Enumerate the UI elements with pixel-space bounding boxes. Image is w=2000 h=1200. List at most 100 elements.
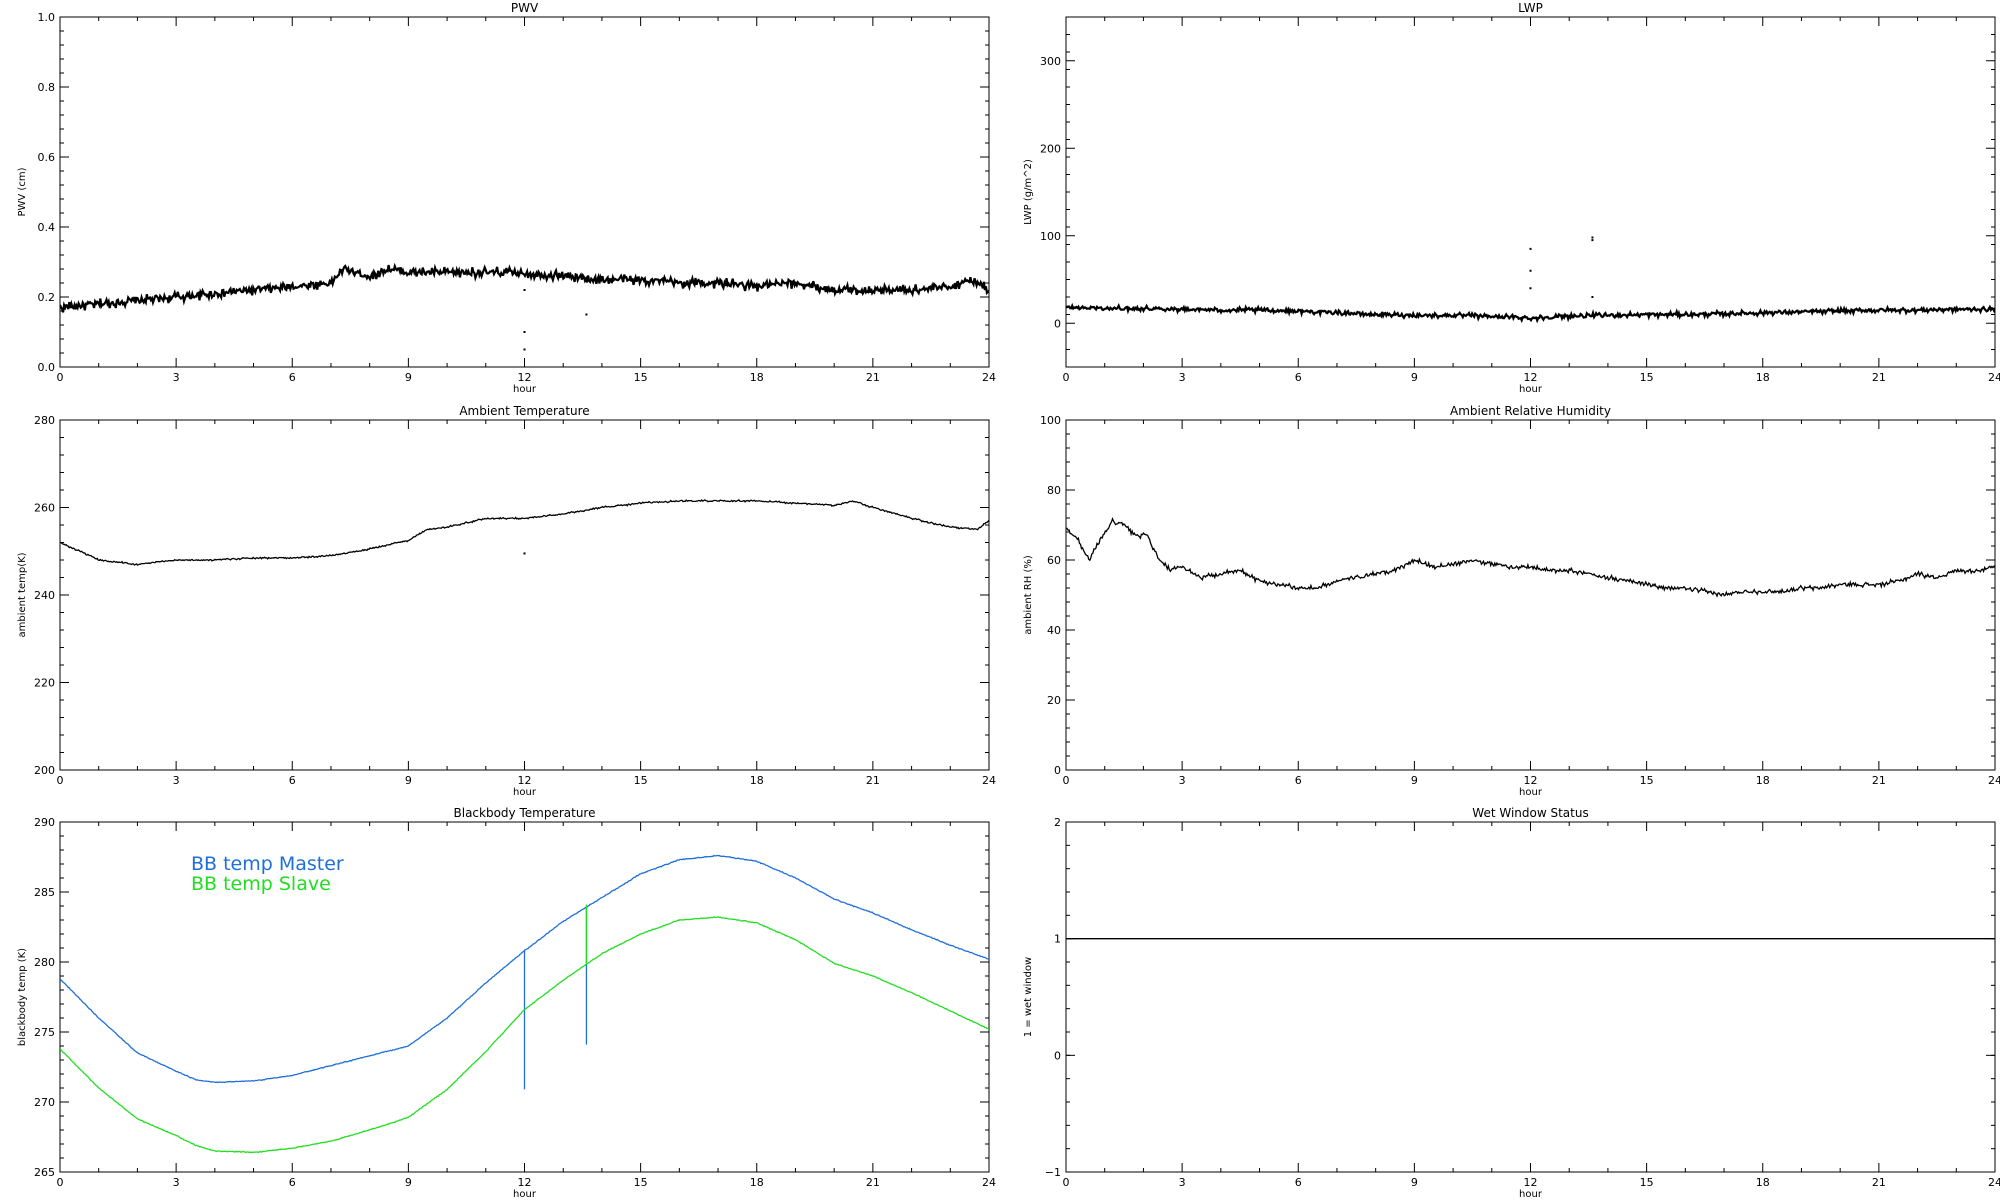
outlier-point [523, 552, 526, 555]
plot-area [60, 854, 989, 1154]
chart-panel-1: PWV 0 3 6 9 12 15 18 21 24 hour 0.0 0.2 0.4 0.6 0.8 1.0 P… [17, 1, 996, 395]
x-tick-label: 9 [1411, 1176, 1418, 1189]
chart-panel-5: Blackbody Temperature 0 3 6 9 12 15 18 21 24 hour 2… [17, 806, 996, 1200]
series-line-1 [60, 854, 989, 1084]
x-tick-label: 18 [1756, 774, 1770, 787]
plot-frame [59, 16, 990, 368]
chart-panel-3: Ambient Temperature 0 3 6 9 12 15 18 21 24 hour 200… [17, 404, 996, 798]
outlier-point [1529, 269, 1532, 272]
y-axis-label: LWP (g/m^2) [1023, 159, 1034, 225]
x-tick-label: 21 [866, 371, 880, 384]
x-tick-label: 15 [634, 1176, 648, 1189]
x-tick-label: 3 [173, 1176, 180, 1189]
x-axis-label: hour [1519, 1189, 1543, 1200]
x-tick-label: 24 [982, 1176, 996, 1189]
x-tick-label: 6 [1295, 1176, 1302, 1189]
x-tick-label: 21 [1872, 1176, 1886, 1189]
x-tick-label: 12 [1524, 371, 1538, 384]
x-tick-label: 12 [1524, 774, 1538, 787]
outlier-point [523, 331, 526, 333]
y-tick-label: 270 [34, 1096, 55, 1109]
x-tick-label: 18 [750, 774, 764, 787]
y-tick-label: 0 [1054, 1049, 1061, 1062]
x-tick-label: 15 [1640, 1176, 1654, 1189]
outlier-point [523, 289, 526, 291]
outlier-point [1591, 239, 1594, 242]
x-tick-label: 9 [405, 774, 412, 787]
plot-area [60, 262, 989, 351]
legend-entry-1: BB temp Master [191, 853, 344, 875]
y-tick-label: 220 [34, 677, 55, 690]
x-tick-label: 12 [518, 774, 532, 787]
chart-title: Blackbody Temperature [454, 806, 596, 820]
x-tick-label: 18 [750, 1176, 764, 1189]
x-tick-label: 9 [1411, 774, 1418, 787]
x-tick-label: 3 [1179, 774, 1186, 787]
series-line-1 [60, 262, 989, 313]
y-tick-label: 2 [1054, 816, 1061, 829]
x-tick-label: 21 [866, 774, 880, 787]
plot-area [60, 499, 989, 566]
x-tick-label: 24 [1988, 371, 2000, 384]
series-line-2 [60, 916, 989, 1154]
x-tick-label: 0 [57, 1176, 64, 1189]
y-axis-label: PWV (cm) [17, 167, 28, 216]
y-tick-label: 20 [1047, 694, 1061, 707]
chart-title: LWP [1518, 1, 1543, 15]
x-axis-label: hour [513, 787, 537, 798]
x-tick-label: 6 [289, 1176, 296, 1189]
plot-frame [1065, 821, 1996, 1173]
y-tick-label: 200 [1040, 142, 1061, 155]
plot-frame [59, 419, 990, 771]
x-tick-label: 3 [173, 774, 180, 787]
x-tick-label: 6 [289, 371, 296, 384]
x-tick-label: 15 [1640, 371, 1654, 384]
y-axis-label: blackbody temp (K) [17, 948, 28, 1046]
chart-panel-4: Ambient Relative Humidity 0 3 6 9 12 15 18 21 24 h… [1023, 404, 2000, 798]
outlier-point [1591, 296, 1594, 298]
x-tick-label: 6 [1295, 774, 1302, 787]
x-axis-label: hour [1519, 787, 1543, 798]
series-line-1 [1066, 517, 1995, 598]
x-tick-label: 0 [57, 371, 64, 384]
chart-title: Wet Window Status [1472, 806, 1588, 820]
series-line-1 [1066, 302, 1995, 324]
y-tick-label: 0.4 [38, 221, 56, 234]
y-tick-label: 275 [34, 1026, 55, 1039]
y-tick-label: 40 [1047, 624, 1061, 637]
y-tick-label: 100 [1040, 414, 1061, 427]
y-axis-label: 1 = wet window [1023, 957, 1034, 1037]
y-tick-label: 100 [1040, 230, 1061, 243]
x-tick-label: 6 [1295, 371, 1302, 384]
x-tick-label: 0 [1063, 371, 1070, 384]
x-tick-label: 9 [405, 1176, 412, 1189]
x-tick-label: 21 [1872, 371, 1886, 384]
x-tick-label: 3 [1179, 1176, 1186, 1189]
y-tick-label: 1 [1054, 933, 1061, 946]
chart-title: Ambient Relative Humidity [1450, 404, 1611, 418]
x-tick-label: 0 [1063, 1176, 1070, 1189]
y-tick-label: 60 [1047, 554, 1061, 567]
x-tick-label: 3 [1179, 371, 1186, 384]
series-line-1 [60, 499, 989, 566]
x-tick-label: 24 [982, 774, 996, 787]
y-tick-label: 260 [34, 502, 55, 515]
y-tick-label: 280 [34, 414, 55, 427]
x-tick-label: 12 [1524, 1176, 1538, 1189]
y-tick-label: 300 [1040, 55, 1061, 68]
x-tick-label: 3 [173, 371, 180, 384]
x-tick-label: 6 [289, 774, 296, 787]
plot-area [1066, 517, 1995, 598]
plot-area [1066, 236, 1995, 324]
y-tick-label: 0 [1054, 764, 1061, 777]
chart-title: Ambient Temperature [459, 404, 589, 418]
outlier-point [585, 313, 588, 316]
x-tick-label: 18 [1756, 371, 1770, 384]
y-tick-label: 1.0 [38, 11, 56, 24]
y-tick-label: 80 [1047, 484, 1061, 497]
x-tick-label: 21 [1872, 774, 1886, 787]
y-tick-label: 200 [34, 764, 55, 777]
x-axis-label: hour [1519, 384, 1543, 395]
